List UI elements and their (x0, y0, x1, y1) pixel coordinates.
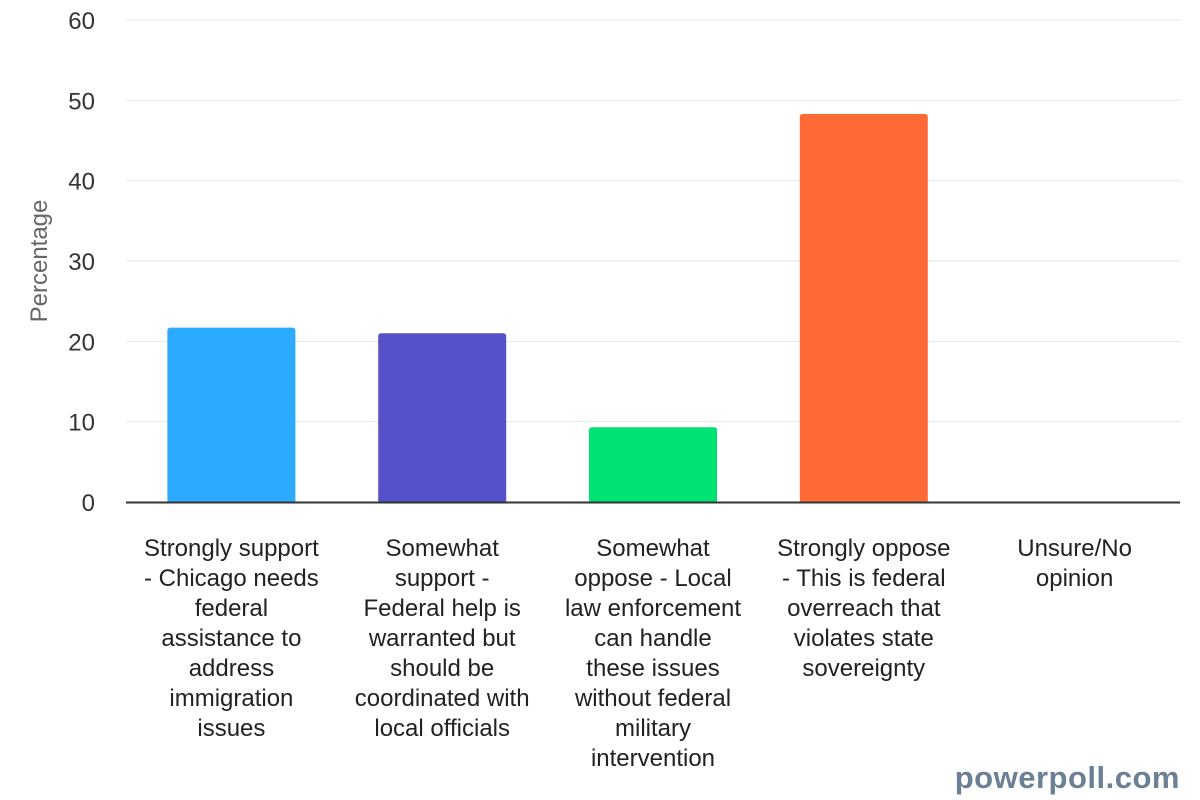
x-category-label-line: support - (395, 565, 490, 592)
x-category-label: Unsure/No opinion (1017, 535, 1132, 592)
gridlines (126, 19, 1180, 423)
bar-2 (378, 333, 507, 502)
x-category-label: Somewhat oppose - Local law enforcement can… (565, 535, 741, 772)
x-category-label-line: coordinated with (355, 685, 530, 712)
x-category-label-line: federal (195, 595, 268, 622)
x-category-label-line: Federal help is (363, 595, 520, 622)
x-category-label-line: without federal (574, 685, 731, 712)
bar-4 (799, 113, 928, 503)
x-category-label-line: immigration (169, 685, 293, 712)
x-category-label-line: oppose - Local (574, 565, 731, 592)
x-category-label-line: - Chicago needs (144, 565, 319, 592)
x-category-label-line: overreach that (787, 595, 941, 622)
x-category-label-line: - This is federal (782, 565, 946, 592)
y-tick-label: 60 (68, 8, 95, 35)
x-category-label: Strongly support - Chicago needs federal as… (144, 535, 319, 742)
x-category-label-line: Somewhat (386, 535, 500, 562)
bars (167, 113, 928, 503)
x-category-label-line: law enforcement (565, 595, 741, 622)
y-tick-label: 10 (68, 410, 95, 437)
x-category-label-line: sovereignty (802, 655, 925, 682)
x-category-label-line: local officials (374, 715, 510, 742)
x-category-label-line: Somewhat (596, 535, 710, 562)
y-axis-title: Percentage (26, 200, 53, 323)
y-tick-label: 40 (68, 169, 95, 196)
x-category-label-line: issues (197, 715, 265, 742)
x-category-label-line: Strongly oppose (777, 535, 950, 562)
x-category-label-line: warranted but (368, 625, 516, 652)
y-tick-label: 50 (68, 88, 95, 115)
x-category-label-line: should be (390, 655, 494, 682)
x-category-label-line: assistance to (161, 625, 301, 652)
y-tick-label: 30 (68, 249, 95, 276)
x-category-label-line: Strongly support (144, 535, 319, 562)
watermark-brand: powerpoll.com (954, 760, 1180, 795)
x-category-label-line: opinion (1036, 565, 1113, 592)
x-category-label-line: violates state (794, 625, 934, 652)
x-category-label-line: Unsure/No (1017, 535, 1132, 562)
bar-1 (167, 327, 296, 502)
x-category-label: Somewhat support - Federal help is warrante… (355, 535, 530, 742)
bar-3 (589, 427, 717, 502)
x-category-label-line: address (189, 655, 274, 682)
y-tick-label: 20 (68, 329, 95, 356)
x-category-label-line: military (615, 715, 691, 742)
x-category-label-line: these issues (586, 655, 719, 682)
x-category-label-line: can handle (594, 625, 711, 652)
y-tick-labels: 0 10 20 30 40 50 60 (68, 8, 95, 517)
x-category-label-line: intervention (591, 745, 715, 772)
y-tick-label: 0 (82, 490, 95, 517)
x-category-labels: Strongly support - Chicago needs federal as… (144, 535, 1132, 772)
x-category-label: Strongly oppose - This is federal overreac… (777, 535, 950, 682)
